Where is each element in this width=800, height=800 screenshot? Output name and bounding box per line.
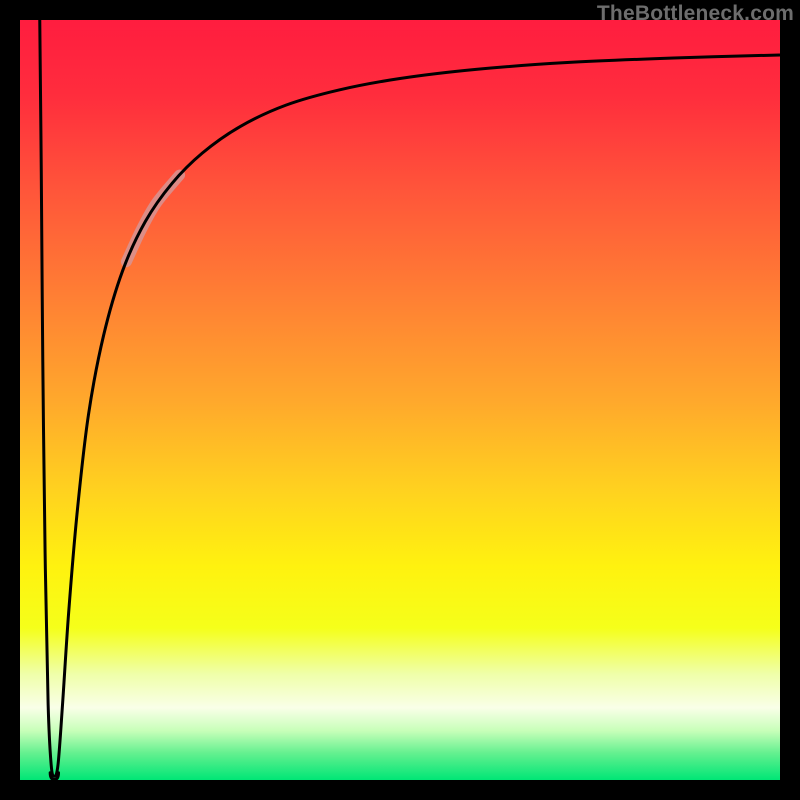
chart-gradient-panel	[20, 20, 780, 780]
bottleneck-chart-svg	[0, 0, 800, 800]
chart-canvas: TheBottleneck.com	[0, 0, 800, 800]
